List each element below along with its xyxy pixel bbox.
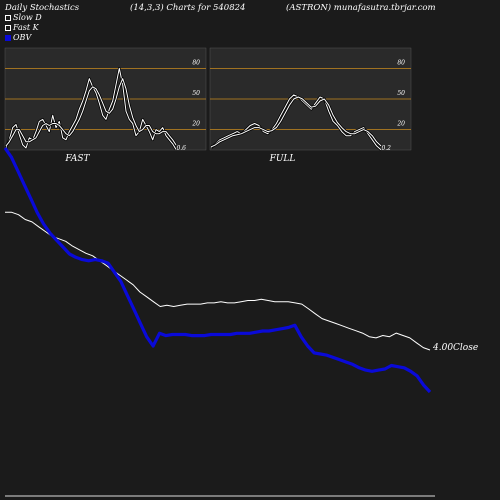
legend-fast-k: Fast K <box>5 23 39 32</box>
full-y-tick: 80 <box>397 59 405 66</box>
full-series-slow-d <box>210 96 382 148</box>
fast-y-tick: 50 <box>192 90 200 97</box>
full-last-value: 0.2 <box>381 145 391 152</box>
close-price-line <box>5 211 431 351</box>
legend-slow-d: Slow D <box>5 13 42 22</box>
fast-y-tick: 20 <box>191 121 200 128</box>
chart-title: Daily Stochastics <box>5 3 80 13</box>
legend-obv-label: OBV <box>13 33 32 42</box>
close-value-label: 4.00Close <box>432 343 478 353</box>
fast-y-tick: 80 <box>192 59 200 66</box>
fast-series-slow-d <box>5 78 177 147</box>
legend-fast-k-swatch <box>5 24 11 31</box>
fast-last-value: 0.6 <box>176 145 186 152</box>
chart-params: (14,3,3) Charts for 540824 <box>130 3 246 13</box>
fast-panel-title: FAST <box>64 154 90 164</box>
obv-line <box>3 147 432 394</box>
legend-obv-swatch <box>5 34 11 41</box>
fast-series-fast-k <box>5 67 177 150</box>
legend-obv: OBV <box>5 33 31 42</box>
legend-slow-d-label: Slow D <box>13 13 42 22</box>
site-label: (ASTRON) munafasutra.tbrjar.com <box>286 3 436 13</box>
full-y-tick: 20 <box>396 121 405 128</box>
full-y-tick: 50 <box>397 90 405 97</box>
legend-fast-k-label: Fast K <box>13 23 39 32</box>
full-panel-title: FULL <box>269 154 296 164</box>
legend-slow-d-swatch <box>5 14 11 21</box>
